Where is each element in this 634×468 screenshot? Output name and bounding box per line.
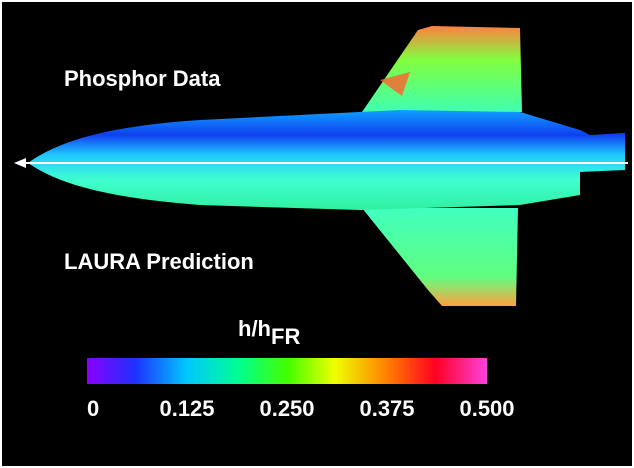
- hot-spot: [380, 72, 410, 96]
- colorbar-tick-label: 0.500: [459, 396, 514, 421]
- colorbar-tick-label: 0: [87, 396, 99, 421]
- colorbar-tick-label: 0.375: [359, 396, 414, 421]
- colorbar-title-sub: FR: [271, 324, 300, 349]
- bottom-label: LAURA Prediction: [64, 249, 254, 274]
- colorbar-ticks: 0 0.125 0.250 0.375 0.500: [87, 396, 515, 421]
- colorbar-title: h/hFR: [238, 316, 300, 349]
- lower-wing: [362, 208, 518, 306]
- arrowhead: [14, 158, 26, 168]
- colorbar-tick-label: 0.250: [259, 396, 314, 421]
- top-label: Phosphor Data: [64, 66, 221, 91]
- fuselage: [28, 110, 625, 210]
- colorbar-title-main: h/h: [238, 316, 271, 341]
- colorbar-tick-label: 0.125: [159, 396, 214, 421]
- colorbar: [87, 358, 487, 384]
